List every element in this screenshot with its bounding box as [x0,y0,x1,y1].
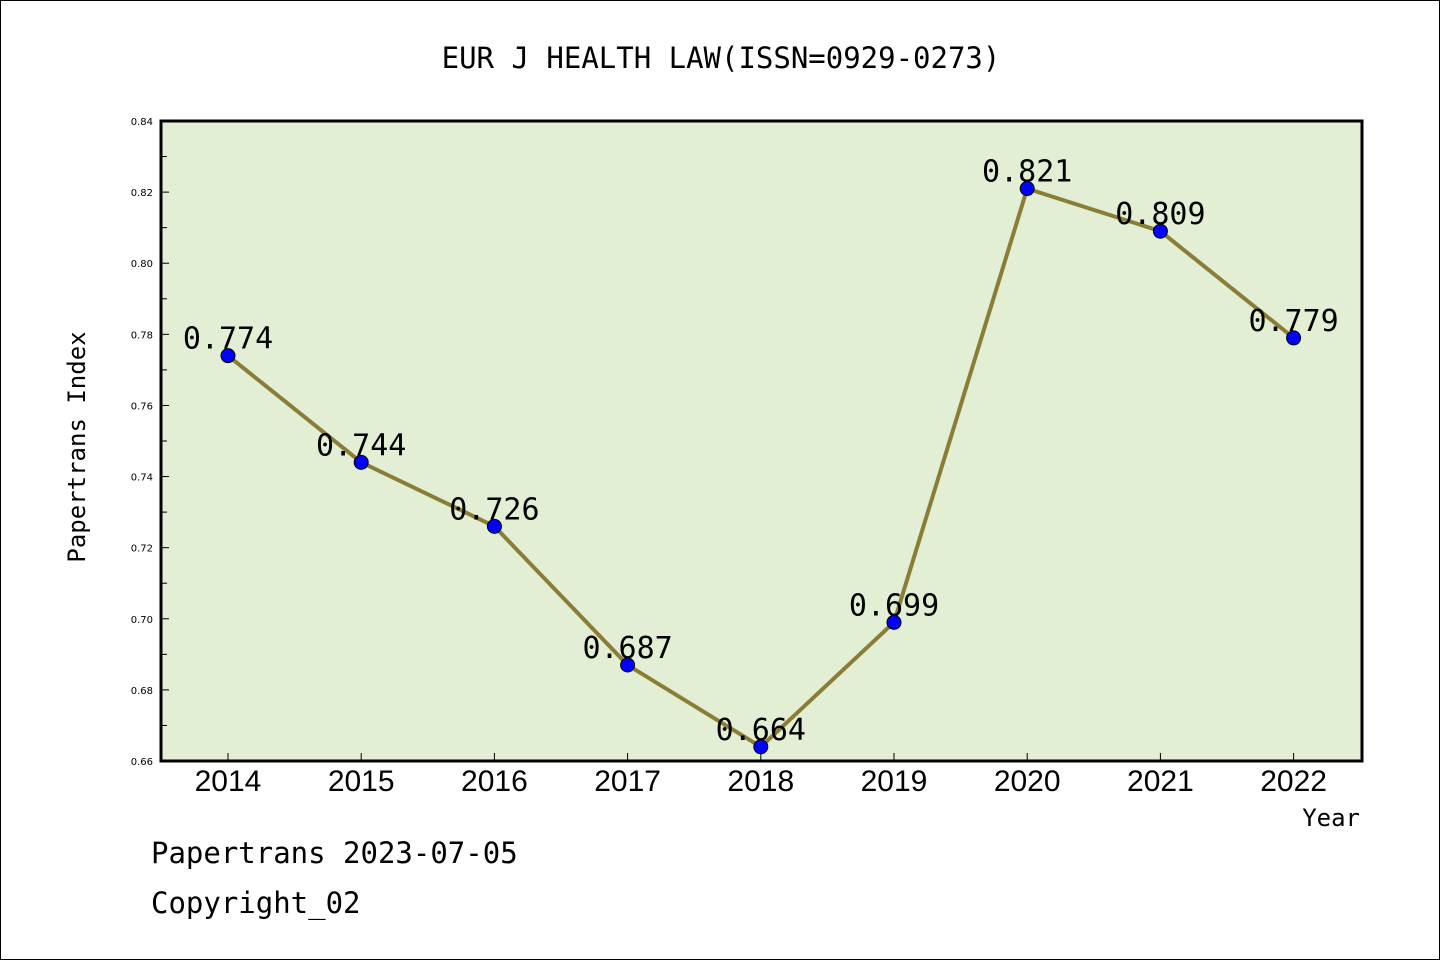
data-label: 0.699 [849,588,939,623]
y-tick-label: 0.84 [131,117,153,128]
x-tick-label: 2018 [727,765,794,798]
data-label: 0.687 [582,631,672,666]
y-tick-label: 0.68 [131,686,153,697]
data-point [1019,181,1035,197]
y-tick-label: 0.72 [131,544,153,555]
x-tick-label: 2017 [594,765,661,798]
data-point [886,614,902,630]
x-axis: 2014 2015 2016 2017 2018 2019 2020 2021 2022 [195,753,1327,798]
data-label: 0.774 [183,322,273,357]
x-tick-label: 2021 [1127,765,1194,798]
footer-date-note: Papertrans 2023-07-05 [151,836,518,870]
x-tick-label: 2020 [994,765,1061,798]
y-tick-label: 0.82 [131,188,153,199]
data-labels: 0.774 0.744 0.726 0.687 0.664 0.699 0.821 0.809… [183,155,1339,748]
x-tick-label: 2019 [861,765,928,798]
x-tick-label: 2022 [1260,765,1327,798]
data-label: 0.821 [982,155,1072,190]
data-label: 0.744 [316,428,406,463]
x-tick-label: 2014 [195,765,262,798]
data-point [486,518,502,534]
data-point [220,348,236,364]
x-axis-label: Year [1302,804,1360,832]
y-tick-label: 0.78 [131,330,153,341]
data-point [620,657,636,673]
data-point [753,739,769,755]
y-tick-label: 0.74 [131,473,153,484]
x-tick-label: 2015 [328,765,395,798]
y-tick-label: 0.76 [131,401,153,412]
data-point [1286,330,1302,346]
y-axis: 0.66 0.68 0.70 0.72 0.74 0.76 0.78 0.80 0.82 0.84 [131,117,169,768]
data-point [353,454,369,470]
data-label: 0.726 [449,492,539,527]
chart-title: EUR J HEALTH LAW(ISSN=0929-0273) [442,41,1001,75]
data-label: 0.779 [1248,304,1338,339]
data-point [1152,223,1168,239]
x-tick-label: 2016 [461,765,528,798]
data-label: 0.664 [716,713,806,748]
y-axis-label: Papertrans Index [63,331,91,562]
y-tick-label: 0.70 [131,615,153,626]
y-tick-label: 0.66 [131,757,153,768]
data-label: 0.809 [1115,197,1205,232]
footer-copyright: Copyright_02 [151,886,361,920]
data-points [220,181,1302,755]
y-tick-label: 0.80 [131,259,153,270]
